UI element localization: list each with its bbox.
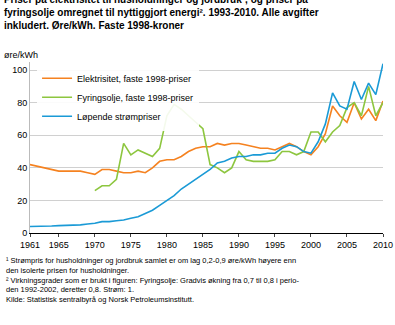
svg-text:20: 20 xyxy=(17,196,27,206)
svg-text:1995: 1995 xyxy=(265,240,285,250)
svg-text:2005: 2005 xyxy=(337,240,357,250)
svg-text:Elektrisitet, faste 1998-prise: Elektrisitet, faste 1998-priser xyxy=(77,74,191,84)
svg-text:80: 80 xyxy=(17,98,27,108)
svg-text:0: 0 xyxy=(22,228,27,238)
svg-text:Priser på elektrisitet til hus: Priser på elektrisitet til husholdninger… xyxy=(4,0,319,31)
svg-text:1990: 1990 xyxy=(229,240,249,250)
svg-text:100: 100 xyxy=(12,65,27,75)
svg-text:2000: 2000 xyxy=(301,240,321,250)
svg-text:øre/kWh: øre/kWh xyxy=(4,50,38,60)
svg-text:60: 60 xyxy=(17,130,27,140)
svg-text:1980: 1980 xyxy=(157,240,177,250)
svg-text:¹ Strømpris for husholdninger: ¹ Strømpris for husholdninger og jordbru… xyxy=(6,256,299,304)
svg-text:1970: 1970 xyxy=(85,240,105,250)
svg-text:1965: 1965 xyxy=(49,240,69,250)
svg-text:1975: 1975 xyxy=(121,240,141,250)
svg-text:40: 40 xyxy=(17,163,27,173)
svg-text:Fyringsolje, faste 1998-priser: Fyringsolje, faste 1998-priser xyxy=(77,93,193,103)
svg-text:1961: 1961 xyxy=(20,240,40,250)
svg-text:1985: 1985 xyxy=(193,240,213,250)
svg-text:2010: 2010 xyxy=(373,240,393,250)
svg-text:Løpende strømpriser: Løpende strømpriser xyxy=(77,112,161,122)
